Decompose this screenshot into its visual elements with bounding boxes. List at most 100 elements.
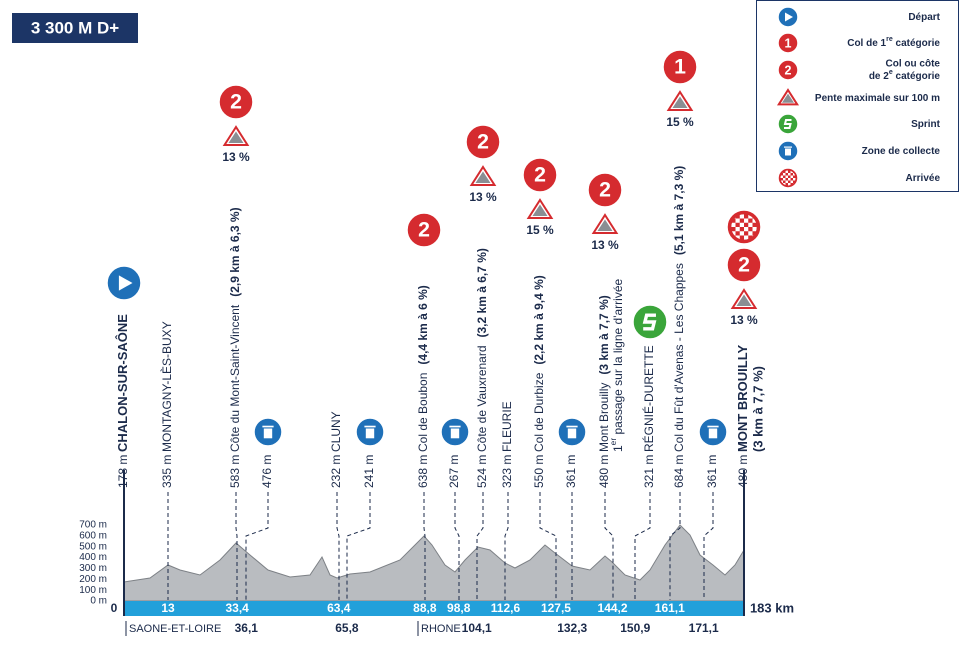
leader-line [703, 492, 714, 600]
elevation-label: 600 m [79, 531, 107, 542]
km-bar-label: 33,4 [225, 601, 249, 615]
place-name: RÉGNIÉ-DURETTE [641, 345, 656, 452]
leader-line [346, 492, 371, 600]
collecte-icon [698, 417, 728, 447]
checker-square [748, 231, 753, 236]
depart-arrow [118, 275, 133, 291]
badge-circle [218, 84, 254, 120]
text-part: Sprint [911, 119, 941, 130]
km-bar-label: 127,5 [541, 601, 571, 615]
checker-square [752, 218, 757, 223]
km-below-label: 150,9 [620, 621, 650, 635]
text-part: 1 [611, 445, 625, 452]
checker-square [790, 170, 793, 173]
checker-square [785, 180, 788, 183]
km-bar-label: 13 [161, 601, 175, 615]
bin-body [365, 428, 375, 439]
elevation-gain: 3 300 M D+ [31, 18, 119, 37]
bin-body [263, 428, 273, 439]
text-part: catégorie [893, 38, 941, 49]
place-note: 1er passage sur la ligne d'arrivée [608, 278, 625, 452]
place-name-text: RÉGNIÉ-DURETTE [641, 345, 656, 452]
tri-icon [526, 198, 554, 219]
climb-detail: (2,9 km à 6,3 %) [228, 207, 242, 296]
altitude-label: 583 m [228, 455, 242, 488]
bin-lid [707, 425, 719, 428]
max-slope: 13 % [730, 313, 758, 327]
legend-label: Sprint [911, 119, 941, 130]
place-name: MONT BROUILLY [735, 345, 750, 452]
text-part: Col de 1 [847, 38, 886, 49]
checker-square [790, 175, 793, 178]
slope-mountain [736, 294, 752, 306]
collecte-icon [355, 417, 385, 447]
bin-body [450, 428, 460, 439]
checker-square [731, 231, 736, 236]
cat-icon: 2 [777, 59, 799, 81]
leader-line [476, 492, 484, 600]
km-below-label: 36,1 [235, 621, 259, 635]
text-part: passage sur la ligne d'arrivée [611, 278, 625, 437]
legend-label: Col ou côte [886, 59, 941, 70]
leader-line [423, 492, 426, 600]
text-part: er [608, 438, 618, 446]
depart-icon [777, 6, 799, 28]
tri-icon [776, 88, 800, 106]
max-slope: 13 % [222, 150, 250, 164]
place-name-text: Côte du Mont-Saint-Vincent [228, 304, 242, 452]
checker-square [790, 180, 793, 183]
place-name: FLEURIE [500, 401, 514, 452]
checker-square [780, 180, 783, 183]
bin-body [708, 428, 718, 439]
legend-label: Col de 1re catégorie [847, 36, 940, 48]
header-box [12, 13, 138, 43]
text-part: e [889, 69, 893, 76]
altitude-label: 524 m [475, 455, 489, 488]
place-name-text: FLEURIE [500, 401, 514, 452]
altitude-label: 550 m [532, 455, 546, 488]
checker-square [783, 183, 786, 186]
collecte-icon [440, 417, 470, 447]
checker-square [793, 178, 796, 181]
place-name-text: Col de Durbize [532, 372, 546, 452]
legend-label: Zone de collecte [862, 146, 941, 157]
distance-bar [124, 601, 744, 616]
checker-square [739, 214, 744, 219]
climb-detail: (3 km à 7,7 %) [597, 295, 611, 374]
badge-circle [587, 172, 623, 208]
badge-number: 2 [534, 163, 546, 187]
text-part: Zone de collecte [862, 146, 941, 157]
leader-line [504, 492, 509, 600]
km-below-label: 132,3 [557, 621, 587, 635]
checker-square [748, 222, 753, 227]
checker-square [788, 183, 791, 186]
place-name: Col de Durbize (2,2 km à 9,4 %) [532, 275, 546, 452]
climb-detail: (5,1 km à 7,3 %) [672, 166, 686, 255]
text-part: Arrivée [906, 173, 941, 184]
leader-line [539, 492, 557, 600]
leader-line [634, 492, 651, 600]
text-part: catégorie [893, 71, 941, 82]
cat-icon: 2 [726, 247, 762, 283]
sprint-glyph [642, 313, 657, 331]
climb-detail: (2,2 km à 9,4 %) [532, 275, 546, 364]
tri-icon [591, 213, 619, 234]
km-below-label: 171,1 [689, 621, 719, 635]
checker-square [744, 218, 749, 223]
elevation-label: 200 m [79, 574, 107, 585]
badge-number: 2 [599, 178, 611, 202]
badge-number: 2 [477, 130, 489, 154]
bin-lid [784, 146, 792, 148]
leader-line [669, 492, 681, 600]
altitude-label: 684 m [672, 455, 686, 488]
checker-square [744, 235, 749, 240]
max-slope: 15 % [666, 115, 694, 129]
checker-square [780, 175, 783, 178]
elevation-label: 700 m [79, 520, 107, 531]
checker-square [739, 231, 744, 236]
place-name-text: Côte de Vauxrenard [475, 345, 489, 452]
cat-icon: 2 [587, 172, 623, 208]
collecte-icon [777, 140, 799, 162]
place-name-text: MONTAGNY-LÈS-BUXY [159, 321, 174, 452]
altitude-label: 638 m [416, 455, 430, 488]
